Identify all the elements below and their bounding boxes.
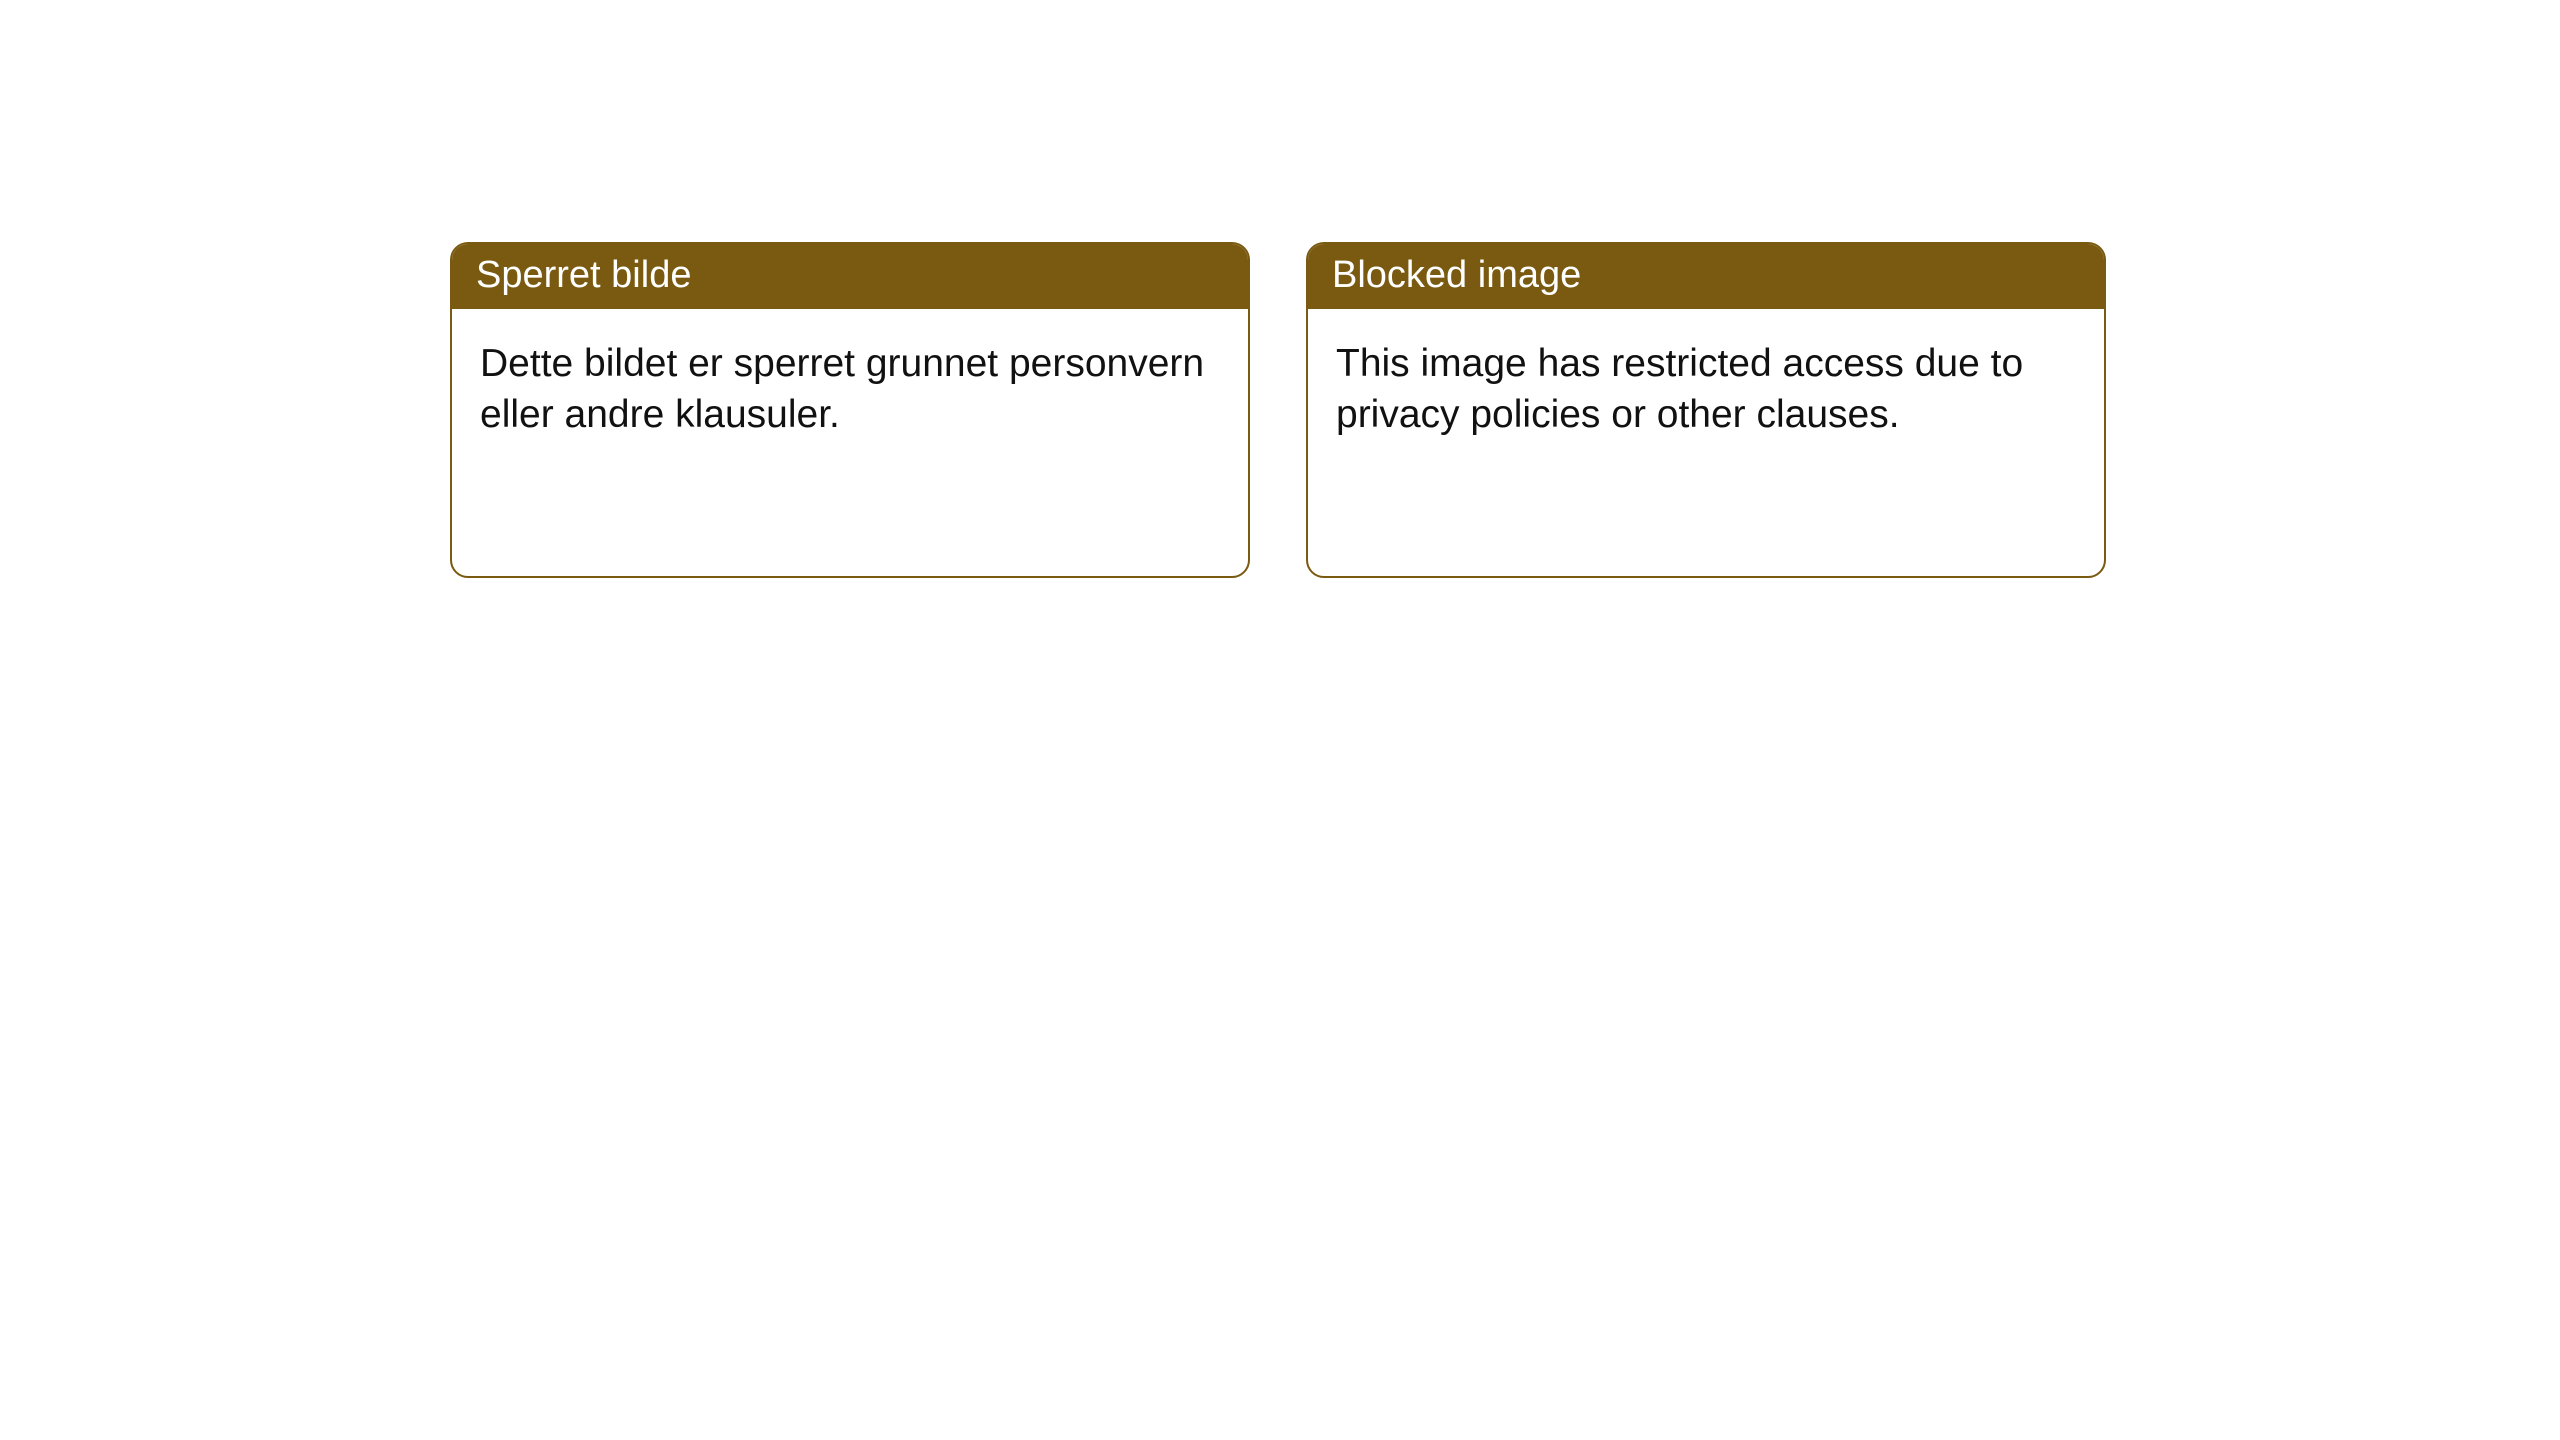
- card-body-text: Dette bildet er sperret grunnet personve…: [480, 342, 1204, 436]
- card-header: Sperret bilde: [452, 244, 1248, 309]
- card-header: Blocked image: [1308, 244, 2104, 309]
- card-body: Dette bildet er sperret grunnet personve…: [452, 309, 1248, 470]
- notice-card-english: Blocked image This image has restricted …: [1306, 242, 2106, 578]
- card-title: Sperret bilde: [476, 254, 691, 296]
- card-body: This image has restricted access due to …: [1308, 309, 2104, 470]
- notice-card-norwegian: Sperret bilde Dette bildet er sperret gr…: [450, 242, 1250, 578]
- notice-container: Sperret bilde Dette bildet er sperret gr…: [0, 0, 2560, 578]
- card-body-text: This image has restricted access due to …: [1336, 342, 2023, 436]
- card-title: Blocked image: [1332, 254, 1581, 296]
